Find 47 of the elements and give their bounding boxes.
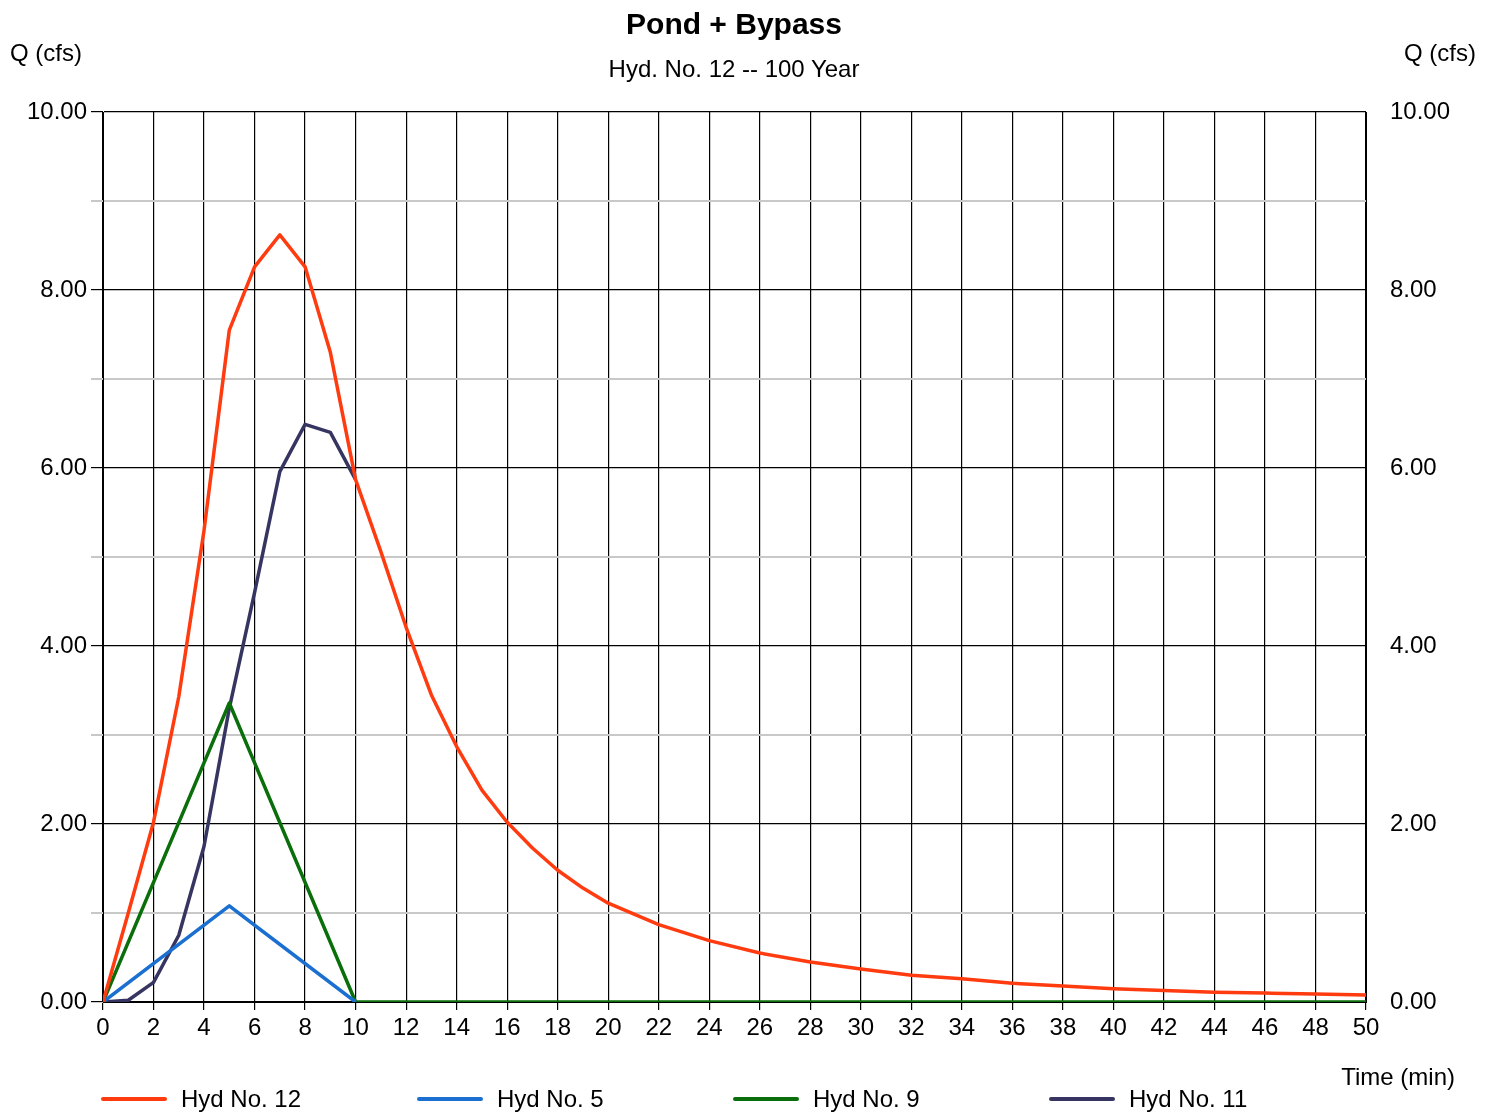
legend-label: Hyd No. 5 (497, 1085, 604, 1112)
y2-tick-label: 6.00 (1390, 452, 1437, 480)
x-tick-label: 22 (645, 1013, 673, 1041)
y-tick-label: 6.00 (40, 452, 87, 480)
x-tick-label: 16 (493, 1013, 521, 1041)
y2-axis-title: Q (cfs) (1404, 39, 1476, 66)
chart-subtitle: Hyd. No. 12 -- 100 Year (608, 55, 860, 82)
y-tick-label: 0.00 (40, 986, 87, 1014)
x-tick-label: 50 (1352, 1013, 1380, 1041)
x-tick-label: 8 (298, 1013, 312, 1041)
x-tick-label: 38 (1049, 1013, 1077, 1041)
x-tick-label: 0 (96, 1013, 110, 1041)
x-tick-label: 42 (1150, 1013, 1178, 1041)
y-tick-label: 4.00 (40, 630, 87, 658)
x-tick-label: 30 (847, 1013, 875, 1041)
x-tick-label: 36 (999, 1013, 1026, 1041)
y-axis-title: Q (cfs) (10, 39, 82, 66)
chart-title: Pond + Bypass (626, 7, 842, 40)
y2-tick-label: 2.00 (1390, 808, 1437, 836)
y-tick-label: 2.00 (40, 808, 87, 836)
x-tick-label: 32 (897, 1013, 925, 1041)
x-tick-label: 20 (594, 1013, 622, 1041)
legend-label: Hyd No. 9 (813, 1085, 920, 1112)
x-tick-label: 46 (1251, 1013, 1279, 1041)
x-tick-label: 40 (1100, 1013, 1127, 1041)
x-tick-label: 28 (796, 1013, 824, 1041)
x-tick-label: 24 (695, 1013, 723, 1041)
x-tick-label: 10 (342, 1013, 369, 1041)
y2-tick-label: 4.00 (1390, 630, 1437, 658)
x-tick-label: 48 (1302, 1013, 1329, 1041)
x-tick-label: 14 (443, 1013, 470, 1041)
y2-tick-label: 8.00 (1390, 274, 1437, 302)
x-tick-label: 4 (197, 1013, 211, 1041)
legend-label: Hyd No. 11 (1129, 1085, 1248, 1112)
x-tick-label: 34 (948, 1013, 976, 1041)
y2-tick-label: 0.00 (1390, 986, 1437, 1014)
y2-tick-label: 10.00 (1390, 96, 1451, 124)
x-tick-label: 2 (146, 1013, 161, 1041)
x-tick-label: 44 (1201, 1013, 1228, 1041)
y-tick-label: 10.00 (26, 96, 87, 124)
x-tick-label: 18 (544, 1013, 572, 1041)
x-tick-label: 26 (746, 1013, 774, 1041)
y-tick-label: 8.00 (40, 274, 87, 302)
x-tick-label: 12 (392, 1013, 420, 1041)
x-axis-title: Time (min) (1341, 1063, 1455, 1090)
legend-label: Hyd No. 12 (181, 1085, 302, 1112)
x-tick-label: 6 (247, 1013, 262, 1041)
